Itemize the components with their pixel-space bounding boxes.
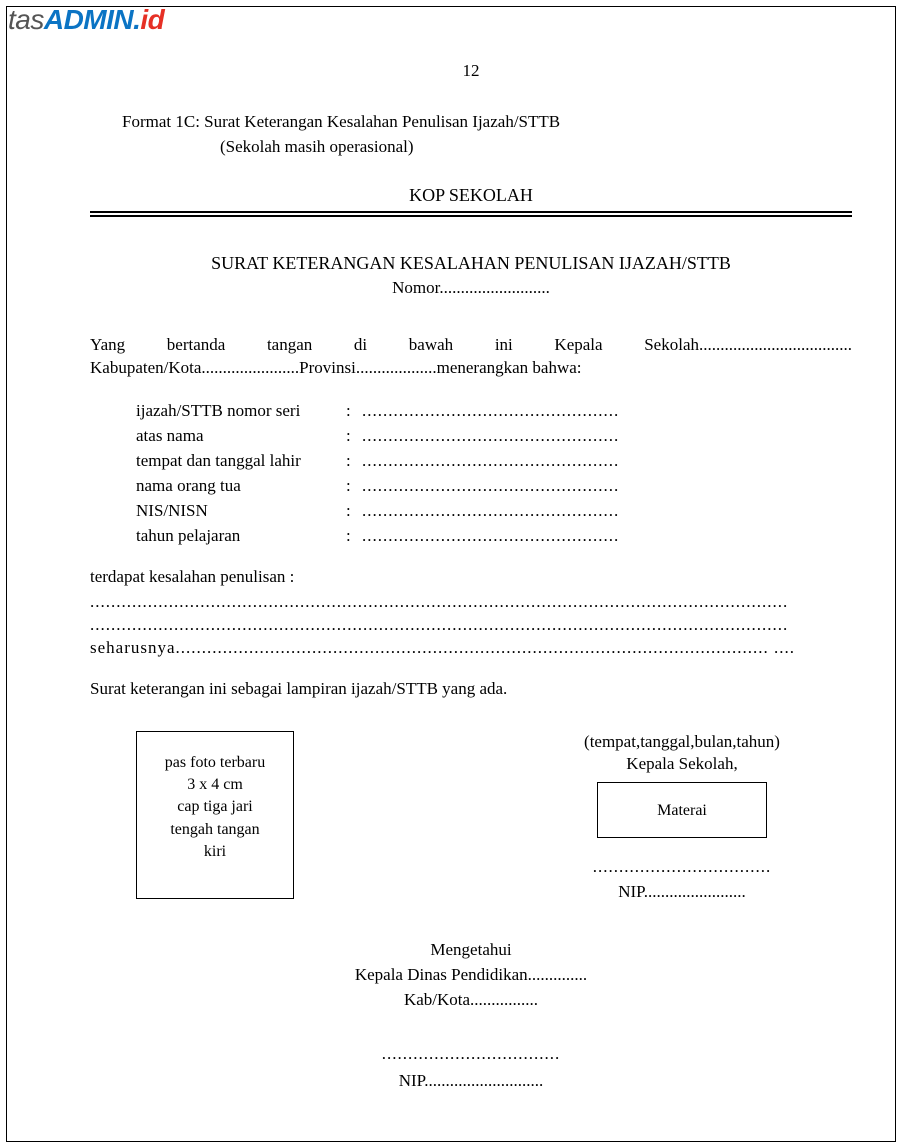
field-row: atas nama : ............................… (136, 425, 852, 448)
sign-place-date: (tempat,tanggal,bulan,tahun) (512, 731, 852, 754)
field-colon: : (346, 500, 362, 523)
watermark-tas: tas (8, 4, 44, 35)
mengetahui-name-dots: .................................. (90, 1042, 852, 1067)
watermark-logo: tasADMIN.id (8, 4, 164, 36)
intro-dots-1: .................................... (699, 335, 852, 354)
field-colon: : (346, 450, 362, 473)
mengetahui-nip-label: NIP (399, 1071, 425, 1090)
field-label: tahun pelajaran (136, 525, 346, 548)
materai-box: Materai (597, 782, 767, 838)
materai-label: Materai (657, 800, 707, 822)
mengetahui-title: Mengetahui (90, 938, 852, 963)
mengetahui-block: Mengetahui Kepala Dinas Pendidikan......… (90, 938, 852, 1093)
photo-line-1: pas foto terbaru (137, 752, 293, 774)
field-dots: ........................................… (362, 450, 619, 473)
field-colon: : (346, 525, 362, 548)
format-title: Format 1C: Surat Keterangan Kesalahan Pe… (122, 111, 852, 134)
field-label: tempat dan tanggal lahir (136, 450, 346, 473)
mengetahui-kab: Kab/Kota (404, 990, 470, 1009)
seharusnya-label: seharusnya (90, 638, 176, 657)
photo-line-5: kiri (137, 841, 293, 863)
error-dots-2: ........................................… (90, 614, 852, 637)
field-row: nama orang tua : .......................… (136, 475, 852, 498)
field-dots: ........................................… (362, 400, 619, 423)
watermark-id: id (140, 4, 164, 35)
intro-dots-3: ................... (356, 358, 437, 377)
error-dots-1: ........................................… (90, 591, 852, 614)
field-label: nama orang tua (136, 475, 346, 498)
closing-text: Surat keterangan ini sebagai lampiran ij… (90, 678, 852, 701)
field-dots: ........................................… (362, 475, 619, 498)
field-dots: ........................................… (362, 525, 619, 548)
error-label: terdapat kesalahan penulisan : (90, 566, 852, 589)
letter-title: SURAT KETERANGAN KESALAHAN PENULISAN IJA… (90, 251, 852, 275)
watermark-admin: ADMIN (44, 4, 133, 35)
photo-box: pas foto terbaru 3 x 4 cm cap tiga jari … (136, 731, 294, 899)
fields-block: ijazah/STTB nomor seri : ...............… (136, 400, 852, 548)
photo-line-4: tengah tangan (137, 819, 293, 841)
mengetahui-kab-dots: ................ (470, 990, 538, 1009)
mengetahui-role: Kepala Dinas Pendidikan (355, 965, 528, 984)
mengetahui-nip-dots: ............................ (424, 1071, 543, 1090)
intro-dots-2: ....................... (201, 358, 299, 377)
mengetahui-role-dots: .............. (528, 965, 588, 984)
sign-role: Kepala Sekolah, (512, 753, 852, 776)
sign-nip-line: NIP........................ (512, 881, 852, 904)
double-rule (90, 211, 852, 217)
field-label: NIS/NISN (136, 500, 346, 523)
intro-text-c: Provinsi (299, 358, 356, 377)
field-dots: ........................................… (362, 500, 619, 523)
sign-name-dots: .................................. (512, 856, 852, 879)
field-row: ijazah/STTB nomor seri : ...............… (136, 400, 852, 423)
signature-area: pas foto terbaru 3 x 4 cm cap tiga jari … (90, 731, 852, 905)
intro-text-a: Yang bertanda tangan di bawah ini Kepala… (90, 335, 699, 354)
field-colon: : (346, 475, 362, 498)
document-content: 12 Format 1C: Surat Keterangan Kesalahan… (90, 40, 852, 1093)
intro-paragraph: Yang bertanda tangan di bawah ini Kepala… (90, 334, 852, 380)
signature-block: (tempat,tanggal,bulan,tahun) Kepala Seko… (512, 731, 852, 905)
field-dots: ........................................… (362, 425, 619, 448)
mengetahui-kab-line: Kab/Kota................ (90, 988, 852, 1013)
photo-line-3: cap tiga jari (137, 796, 293, 818)
sign-nip-label: NIP (618, 882, 644, 901)
field-colon: : (346, 400, 362, 423)
mengetahui-role-line: Kepala Dinas Pendidikan.............. (90, 963, 852, 988)
field-label: atas nama (136, 425, 346, 448)
kop-heading: KOP SEKOLAH (90, 183, 852, 207)
mengetahui-nip-line: NIP............................ (90, 1069, 852, 1094)
format-subtitle: (Sekolah masih operasional) (220, 136, 852, 159)
field-colon: : (346, 425, 362, 448)
intro-text-d: menerangkan bahwa: (437, 358, 582, 377)
page-number: 12 (90, 60, 852, 83)
field-label: ijazah/STTB nomor seri (136, 400, 346, 423)
seharusnya-dots: ........................................… (176, 638, 796, 657)
field-row: tempat dan tanggal lahir : .............… (136, 450, 852, 473)
letter-number: Nomor.......................... (90, 277, 852, 300)
photo-line-2: 3 x 4 cm (137, 774, 293, 796)
seharusnya-line: seharusnya..............................… (90, 637, 852, 660)
intro-text-b: Kabupaten/Kota (90, 358, 201, 377)
sign-nip-dots: ........................ (644, 882, 746, 901)
field-row: tahun pelajaran : ......................… (136, 525, 852, 548)
field-row: NIS/NISN : .............................… (136, 500, 852, 523)
